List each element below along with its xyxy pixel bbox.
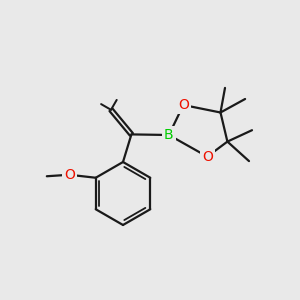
Text: O: O bbox=[64, 168, 75, 182]
Text: O: O bbox=[178, 98, 189, 112]
Text: O: O bbox=[202, 150, 213, 164]
Text: B: B bbox=[164, 128, 174, 142]
